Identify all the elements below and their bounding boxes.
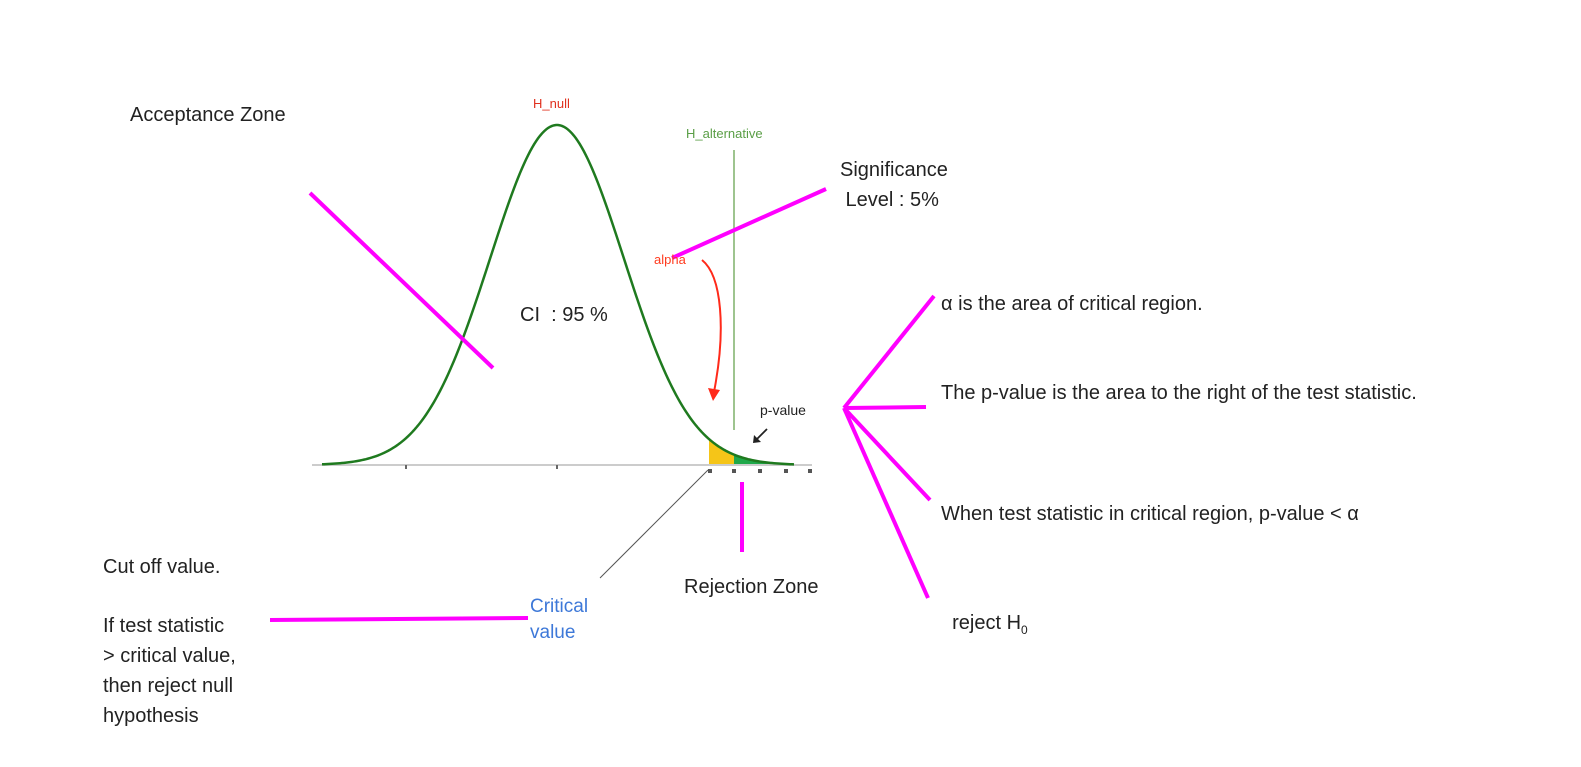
acceptance-zone-pointer (308, 191, 495, 370)
note-bracket-4 (842, 407, 930, 599)
significance-label-line2: Level : 5% (840, 189, 939, 211)
note-bracket-2 (843, 405, 927, 410)
cutoff-body-line: If test statistic (103, 615, 225, 637)
p-value-region-fill (734, 454, 795, 465)
cutoff-body-line: hypothesis (103, 705, 199, 727)
reject-h0-subscript: 0 (1021, 623, 1028, 637)
axis-tick-square (732, 469, 736, 473)
h-alternative-label: H_alternative (686, 126, 763, 141)
critical-value-pointer (269, 616, 529, 622)
p-value-arrow-head (753, 435, 761, 443)
cutoff-title: Cut off value. (103, 556, 221, 578)
significance-label-line1: Significance (840, 159, 948, 181)
null-distribution-curve (321, 123, 795, 466)
significance-pointer (671, 187, 827, 260)
acceptance-zone-label: Acceptance Zone (130, 104, 286, 126)
critical-value-label-line2: value (530, 622, 576, 643)
critical-value-label-line1: Critical (530, 596, 589, 617)
critical-value-connector (599, 469, 709, 579)
axis-tick-square (758, 469, 762, 473)
alpha-arrow (701, 259, 722, 393)
note-reject-h0: reject H0 (941, 593, 1028, 636)
axis-tick-square (784, 469, 788, 473)
note-bracket-3 (842, 406, 932, 502)
cutoff-body-line: then reject null (103, 675, 234, 697)
axis-tick-square (708, 469, 712, 473)
h-null-label: H_null (533, 96, 570, 111)
ci-label: CI : 95 % (520, 304, 608, 326)
alpha-arrow-head (708, 388, 720, 401)
note-when-in-region: When test statistic in critical region, … (941, 503, 1359, 525)
note-bracket-1 (842, 294, 936, 410)
reject-h0-text: reject H (952, 612, 1022, 634)
rejection-zone-label: Rejection Zone (684, 576, 819, 598)
axis-tick-square (808, 469, 812, 473)
note-p-value-area: The p-value is the area to the right of … (941, 382, 1417, 404)
note-alpha-area: α is the area of critical region. (941, 293, 1203, 315)
alpha-label: alpha (654, 252, 686, 267)
cutoff-body-line: > critical value, (103, 645, 236, 667)
p-value-label: p-value (760, 402, 806, 418)
